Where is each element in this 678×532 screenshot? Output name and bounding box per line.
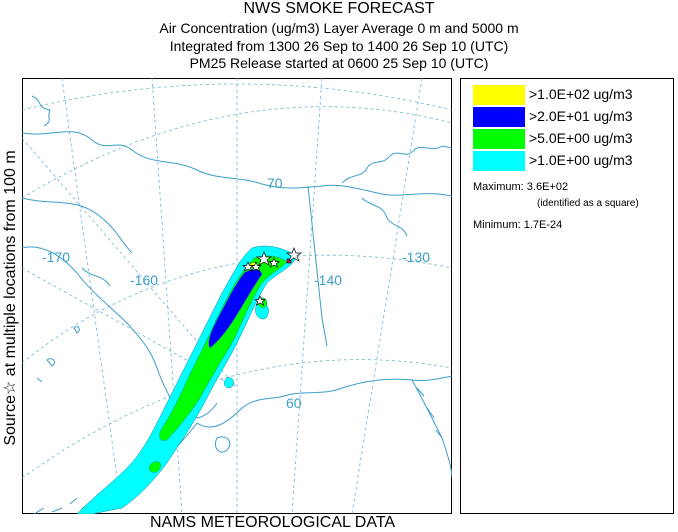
minimum-label: Minimum: xyxy=(473,219,521,231)
legend-panel: >1.0E+02 ug/m3 >2.0E+01 ug/m3 >5.0E+00 u… xyxy=(460,78,674,514)
smoke-plume xyxy=(76,245,298,514)
meteorological-data-label: NAMS METEOROLOGICAL DATA xyxy=(150,514,396,531)
source-star xyxy=(255,251,273,266)
minimum-stat: Minimum: 1.7E-24 xyxy=(473,219,562,231)
smoke-map: -170 -160 -140 -130 70 60 xyxy=(22,78,452,514)
plume-level-green xyxy=(159,255,288,441)
maximum-stat: Maximum: 3.6E+02 xyxy=(473,181,568,193)
legend-label: >5.0E+00 ug/m3 xyxy=(529,130,633,146)
legend-label: >2.0E+01 ug/m3 xyxy=(529,108,633,124)
maximum-note: (identified as a square) xyxy=(537,198,639,209)
concentration-subtitle: Air Concentration (ug/m3) Layer Average … xyxy=(159,20,519,36)
grid-label-lon-170: -170 xyxy=(42,249,70,265)
legend-swatch xyxy=(473,85,525,105)
coastline xyxy=(22,95,452,514)
source-star xyxy=(285,247,303,262)
integration-period: Integrated from 1300 26 Sep to 1400 26 S… xyxy=(169,38,509,54)
maximum-value: 3.6E+02 xyxy=(526,181,569,193)
legend-swatch xyxy=(473,107,525,127)
grid-label-lon-160: -160 xyxy=(130,272,158,288)
source-star xyxy=(242,261,254,272)
plume-level-blue xyxy=(208,269,263,349)
forecast-title: NWS SMOKE FORECAST xyxy=(243,0,435,17)
legend-label: >1.0E+00 ug/m3 xyxy=(529,152,633,168)
grid-label-lon-130: -130 xyxy=(402,249,430,265)
source-star xyxy=(254,295,266,306)
grid-label-lat-60: 60 xyxy=(286,395,302,411)
maximum-label: Maximum: xyxy=(473,181,524,193)
release-start: PM25 Release started at 0600 25 Sep 10 (… xyxy=(189,55,489,71)
legend-swatch xyxy=(473,151,525,171)
legend-swatch xyxy=(473,129,525,149)
grid-label-lon-140: -140 xyxy=(314,272,342,288)
minimum-value: 1.7E-24 xyxy=(523,219,563,231)
source-star xyxy=(268,257,280,268)
source-markers xyxy=(242,247,303,306)
grid-label-lat-70: 70 xyxy=(267,175,283,191)
legend-label: >1.0E+02 ug/m3 xyxy=(529,86,633,102)
